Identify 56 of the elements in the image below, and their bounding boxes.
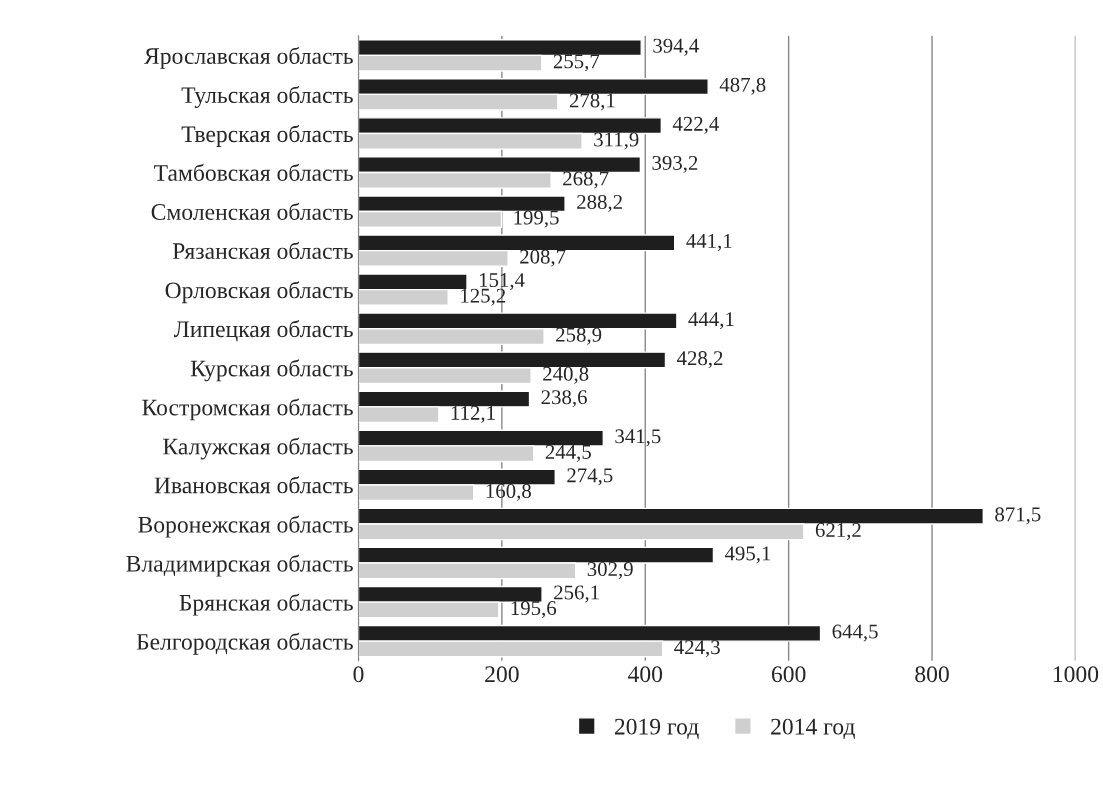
data-label: 195,6	[511, 601, 557, 619]
data-label: 125,2	[461, 288, 506, 306]
data-label: 244,5	[545, 444, 591, 462]
y-tick-label: Ярославская область	[144, 46, 353, 69]
data-label: 240,8	[543, 366, 589, 384]
data-label: 621,2	[815, 523, 861, 541]
legend-label: 2014 год	[771, 718, 855, 739]
data-label: 258,9	[556, 327, 602, 345]
x-tick-label: 800	[915, 666, 949, 683]
y-tick-label: Рязанская область	[172, 241, 353, 260]
data-label: 278,1	[569, 93, 615, 111]
y-tick-label: Тамбовская область	[154, 163, 353, 181]
y-tick-label: Костромская область	[142, 398, 353, 421]
data-label: 255,7	[553, 54, 600, 72]
data-label: 274,5	[567, 468, 613, 486]
y-tick-label: Орловская область	[165, 281, 353, 304]
data-label: 238,6	[541, 390, 587, 408]
data-label: 487,8	[719, 77, 766, 95]
y-tick-label: Владимирская область	[126, 554, 353, 577]
data-label: 422,4	[672, 116, 719, 134]
y-tick-label: Тверская область	[181, 125, 353, 147]
data-label: 393,2	[652, 155, 698, 173]
data-label: 871,5	[995, 507, 1041, 525]
y-tick-label: Курская область	[190, 359, 353, 382]
data-label: 424,3	[674, 640, 720, 658]
y-tick-label: Воронежская область	[138, 515, 353, 538]
y-tick-label: Белгородская область	[136, 632, 353, 655]
x-tick-label: 400	[628, 666, 663, 683]
x-tick-label: 0	[353, 666, 364, 683]
data-label: 441,1	[686, 234, 732, 252]
data-label: 256,1	[554, 585, 599, 603]
data-label: 495,1	[724, 546, 771, 564]
data-label: 160,8	[486, 483, 531, 501]
data-label: 302,9	[587, 562, 633, 580]
y-tick-label: Тульская область	[181, 85, 353, 108]
y-tick-label: Смоленская область	[151, 202, 353, 220]
x-tick-label: 200	[485, 666, 519, 683]
data-label: 199,5	[514, 210, 559, 228]
data-label: 112,1	[451, 405, 495, 423]
y-tick-label: Ивановская область	[154, 476, 353, 494]
y-tick-label: Калужская область	[163, 437, 353, 460]
data-label: 444,1	[688, 312, 734, 330]
x-tick-label: 600	[771, 666, 806, 683]
data-label: 428,2	[676, 351, 723, 369]
data-label: 208,7	[520, 249, 566, 267]
data-label: 288,2	[577, 194, 622, 212]
data-label: 341,5	[615, 429, 661, 447]
y-tick-label: Брянская область	[179, 593, 353, 616]
data-label: 311,9	[594, 132, 639, 150]
legend-label: 2019 год	[614, 718, 699, 739]
data-label: 268,7	[563, 171, 609, 189]
x-tick-label: 1000	[1053, 666, 1099, 683]
data-label: 394,4	[653, 38, 699, 56]
data-label: 644,5	[832, 624, 878, 642]
y-tick-label: Липецкая область	[174, 320, 353, 342]
data-label: 151,4	[479, 273, 525, 291]
